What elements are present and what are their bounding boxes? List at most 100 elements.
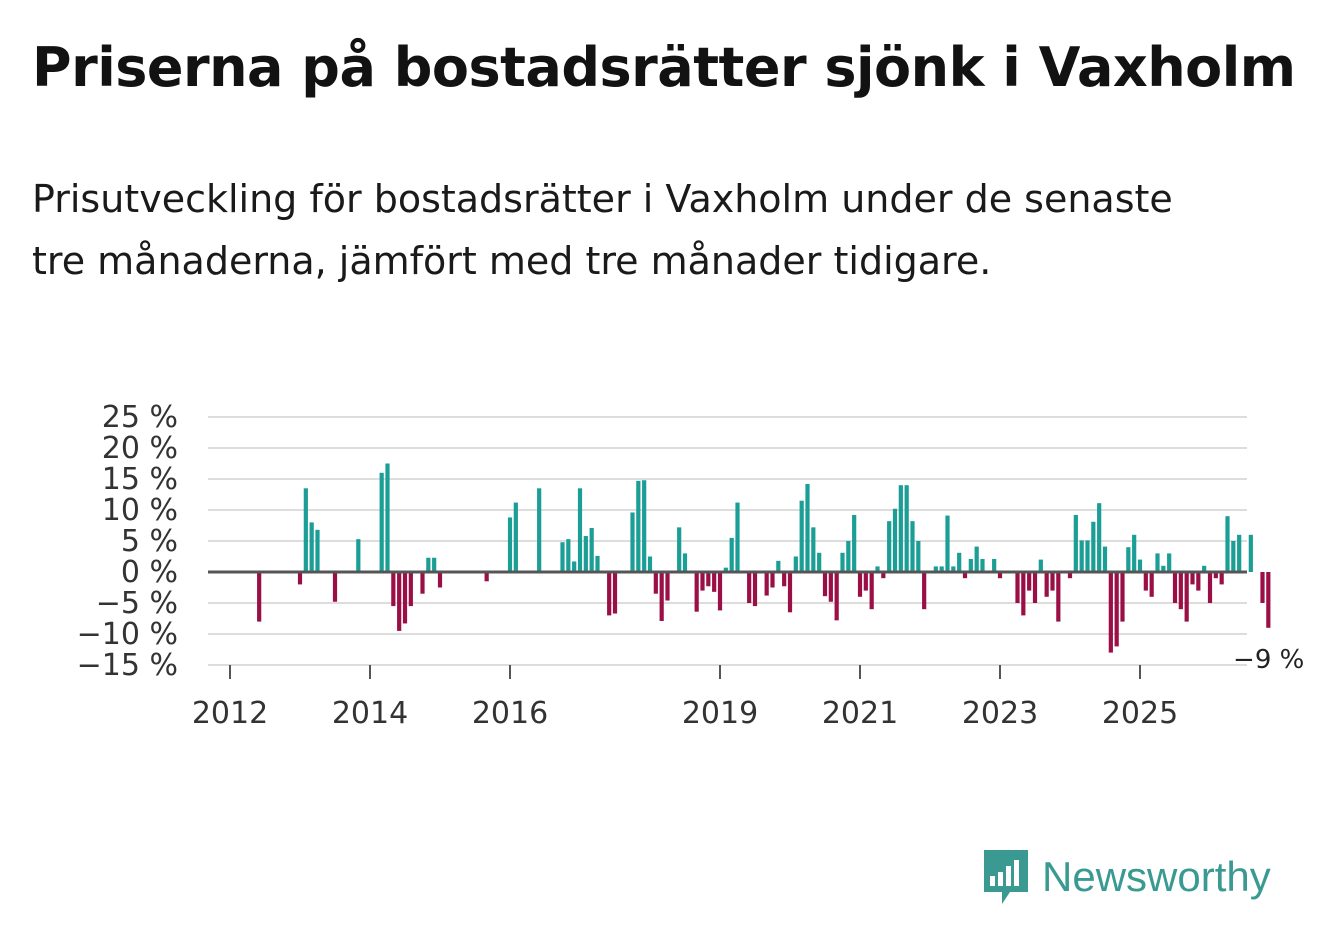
bar [887, 521, 892, 572]
bar [1021, 572, 1026, 616]
bar [1067, 572, 1073, 579]
bar [1161, 565, 1166, 572]
bar [939, 566, 944, 572]
bar [910, 521, 915, 572]
x-tick-label: 2021 [822, 696, 898, 731]
bar [1184, 572, 1189, 622]
bar [1137, 559, 1143, 572]
bar [1038, 559, 1043, 572]
bar [857, 572, 863, 597]
bar [1132, 534, 1137, 572]
bar [1167, 553, 1172, 572]
bar [869, 572, 874, 610]
y-tick-label: 5 % [121, 524, 178, 559]
bar [507, 517, 513, 572]
bar [846, 541, 851, 572]
bar [437, 572, 443, 588]
bar [1172, 572, 1178, 603]
bar [717, 572, 723, 611]
bar [309, 522, 314, 572]
bar [1178, 572, 1183, 610]
bar [822, 572, 828, 597]
bar [729, 537, 734, 572]
bar [735, 502, 740, 572]
bar [898, 485, 903, 572]
bar [1155, 553, 1160, 572]
bar [916, 541, 921, 572]
bar [560, 542, 565, 572]
bar [1079, 540, 1084, 572]
bar [1266, 572, 1271, 628]
y-tick-label: 25 % [102, 400, 178, 435]
bar [572, 561, 577, 572]
bar [1085, 540, 1090, 572]
bar [1225, 516, 1230, 572]
bar [957, 552, 962, 572]
bar [1114, 572, 1119, 647]
bar [700, 572, 705, 591]
bar [612, 572, 618, 614]
y-tick-label: −10 % [77, 617, 178, 652]
bar [1219, 572, 1224, 585]
bar [1126, 547, 1131, 572]
y-tick-label: 10 % [102, 493, 178, 528]
bar [332, 572, 338, 602]
bar [1213, 572, 1218, 579]
bar [356, 539, 361, 572]
bar [408, 572, 413, 607]
bar [432, 557, 437, 572]
bar [863, 572, 868, 591]
x-tick-label: 2019 [682, 696, 758, 731]
bar [1108, 572, 1113, 653]
bar [723, 567, 728, 572]
bar [1260, 572, 1265, 603]
bar [962, 572, 968, 579]
x-axis: 2012 2014 2016 2019 2021 2023 2025 [192, 665, 1178, 731]
bar [636, 480, 641, 572]
bar [303, 488, 308, 572]
x-tick-label: 2025 [1102, 696, 1178, 731]
bar [904, 485, 909, 572]
bar [607, 572, 612, 616]
bar [875, 566, 880, 572]
bar [1097, 503, 1102, 572]
bar [653, 572, 658, 594]
bar [764, 572, 769, 596]
newsworthy-logo-icon [984, 850, 1028, 904]
bar [513, 502, 518, 572]
x-tick-label: 2016 [472, 696, 548, 731]
bar [992, 558, 997, 572]
bar [922, 572, 927, 610]
y-tick-label: 20 % [102, 431, 178, 466]
x-tick-label: 2023 [962, 696, 1038, 731]
bars [257, 463, 1271, 653]
bar [782, 572, 787, 587]
bar [402, 572, 408, 624]
bar [933, 566, 938, 572]
bar [828, 572, 833, 602]
bar [852, 514, 857, 572]
bar [1202, 565, 1207, 572]
y-tick-label: −15 % [77, 648, 178, 683]
bar [997, 572, 1003, 579]
bar [1056, 572, 1061, 622]
bar [1190, 572, 1195, 585]
bar [892, 508, 898, 572]
bar [752, 572, 758, 607]
bar [315, 529, 320, 572]
bar [1050, 572, 1055, 591]
bar [811, 527, 816, 572]
x-tick-label: 2014 [332, 696, 408, 731]
bar [397, 572, 402, 631]
bar [881, 572, 886, 579]
bar [770, 572, 775, 588]
bar [945, 515, 950, 572]
bar [257, 572, 262, 622]
y-axis: 25 %20 %15 %10 %5 %0 %−5 %−10 %−15 % [77, 400, 178, 683]
bar [1015, 572, 1020, 603]
bar [834, 572, 839, 621]
bar [642, 480, 647, 572]
bar [589, 527, 594, 572]
bar [1027, 572, 1032, 591]
bar [1091, 521, 1096, 572]
